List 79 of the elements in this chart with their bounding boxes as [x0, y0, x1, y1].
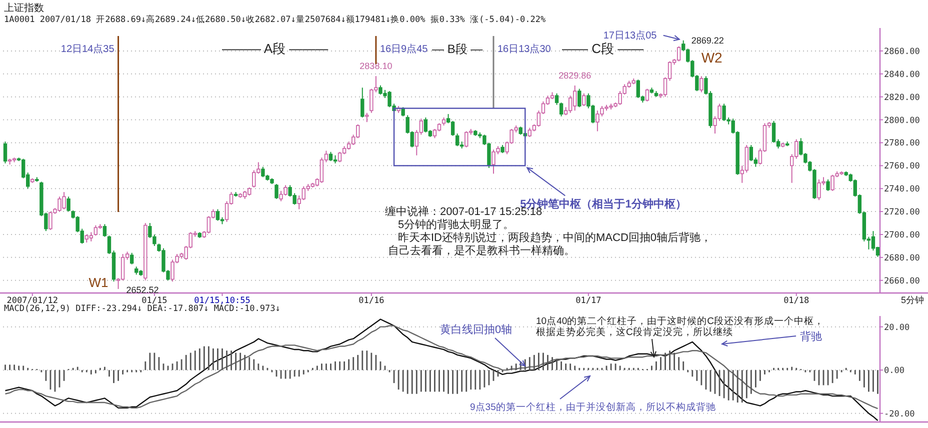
annotation: 2652.52 [126, 284, 159, 295]
candlestick [102, 224, 107, 238]
y-tick-label: -20.00 [884, 409, 915, 420]
annotation: — B段 — [432, 42, 483, 56]
y-tick-label: 2760.00 [884, 162, 920, 172]
y-tick-label: 0.00 [884, 366, 904, 376]
line-series [4, 325, 878, 410]
y-tick-label: 2720.00 [884, 208, 920, 218]
y-tick-label: 20.00 [884, 322, 910, 333]
annotation: W2 [701, 49, 723, 66]
annotation: 16日9点45 [380, 43, 428, 55]
y-tick-label: 2780.00 [884, 138, 920, 149]
candlestick [582, 92, 586, 107]
candlestick [554, 92, 559, 106]
annotation: 5分钟的背驰太明显了。 [398, 218, 514, 231]
annotation: 16日13点30 [497, 43, 552, 55]
candlestick [871, 230, 876, 252]
x-tick-label: 01/18 [784, 296, 810, 306]
candlestick [401, 106, 405, 117]
candlestick [274, 184, 278, 200]
chart-title: 上证指数 [4, 2, 44, 14]
annotation: 2838.10 [360, 61, 392, 72]
candlestick [130, 252, 134, 265]
candlestick [772, 120, 776, 144]
candlestick [744, 144, 748, 174]
candlestick [3, 141, 8, 164]
candlestick [432, 128, 437, 139]
candlestick [120, 253, 125, 281]
annotation: 10点40的第二个红柱子，由于这时候的C段还没有形成一个中枢， [536, 315, 824, 327]
annotation: 2869.22 [691, 35, 724, 46]
x-tick-label: 01/16 [358, 296, 384, 306]
candlestick [424, 116, 428, 133]
x-tick-label: 01/17 [576, 296, 602, 306]
candlestick [464, 130, 468, 148]
y-tick-label: 2700.00 [884, 230, 920, 240]
candlestick [826, 178, 830, 192]
y-tick-label: 2800.00 [884, 116, 920, 126]
candlestick [216, 208, 220, 222]
annotation: 17日13点05 [603, 29, 658, 42]
candlestick [455, 133, 460, 147]
candlestick [320, 157, 324, 184]
annotation: —— C段 —— [562, 41, 644, 56]
candlestick [450, 120, 455, 136]
candlestick [528, 127, 532, 138]
annotation: ——— A段 ——— [222, 41, 328, 56]
annotation: W1 [88, 274, 108, 290]
candlestick [700, 76, 704, 93]
candlestick [559, 102, 564, 117]
x-tick-label: 2007/01/12 [6, 296, 58, 306]
x-axis-title: 5分钟 [900, 295, 924, 305]
candlestick [328, 151, 333, 162]
y-tick-label: 2820.00 [884, 92, 920, 103]
y-tick-label: 2740.00 [884, 184, 920, 195]
annotation: 昨天本ID还特别说过，两段趋势，中间的MACD回抽0轴后背驰， [398, 231, 712, 244]
x-tick-label: 01/15,10:55 [194, 296, 250, 306]
y-tick-label: 2660.00 [884, 276, 920, 286]
annotation: 9点35的第一个红柱，由于并没创新高，所以不构成背驰 [470, 401, 716, 413]
annotation: 自己去看看，是不是教科书一样精确。 [388, 244, 575, 257]
y-tick-label: 2680.00 [884, 253, 920, 264]
annotation: 黄白线回抽0轴 [440, 323, 512, 336]
candlestick [89, 232, 94, 242]
annotation: 12日14点35 [60, 43, 115, 55]
chart-subtitle: 1A0001 2007/01/18 开2688.69↓高2689.24↓低2680.50↓收2682.07↓量2507684↓额179481↓换0.00% 振0.33% 涨(-5.04)-0.22% [4, 14, 546, 25]
candlestick [360, 87, 364, 118]
annotation: 根据走势必完美，这C段肯定没完，所以继续 [536, 326, 733, 338]
annotation: 背驰 [800, 330, 822, 343]
y-tick-label: 2840.00 [884, 70, 920, 80]
chart-title: MACD(26,12,9) DIFF:-23.294↓ DEA:-17.807↓ MACD:-10.973↓ [4, 304, 280, 314]
candlestick [645, 88, 650, 102]
annotation: 2829.86 [558, 70, 592, 81]
candlestick [676, 46, 681, 62]
x-tick-label: 01/15 [142, 296, 168, 306]
y-tick-label: 2860.00 [884, 46, 920, 57]
candlestick [66, 196, 70, 212]
candlestick [578, 88, 582, 108]
candlestick [94, 224, 98, 236]
candlestick [365, 112, 369, 123]
candlestick [338, 151, 342, 163]
candlestick [749, 144, 754, 162]
